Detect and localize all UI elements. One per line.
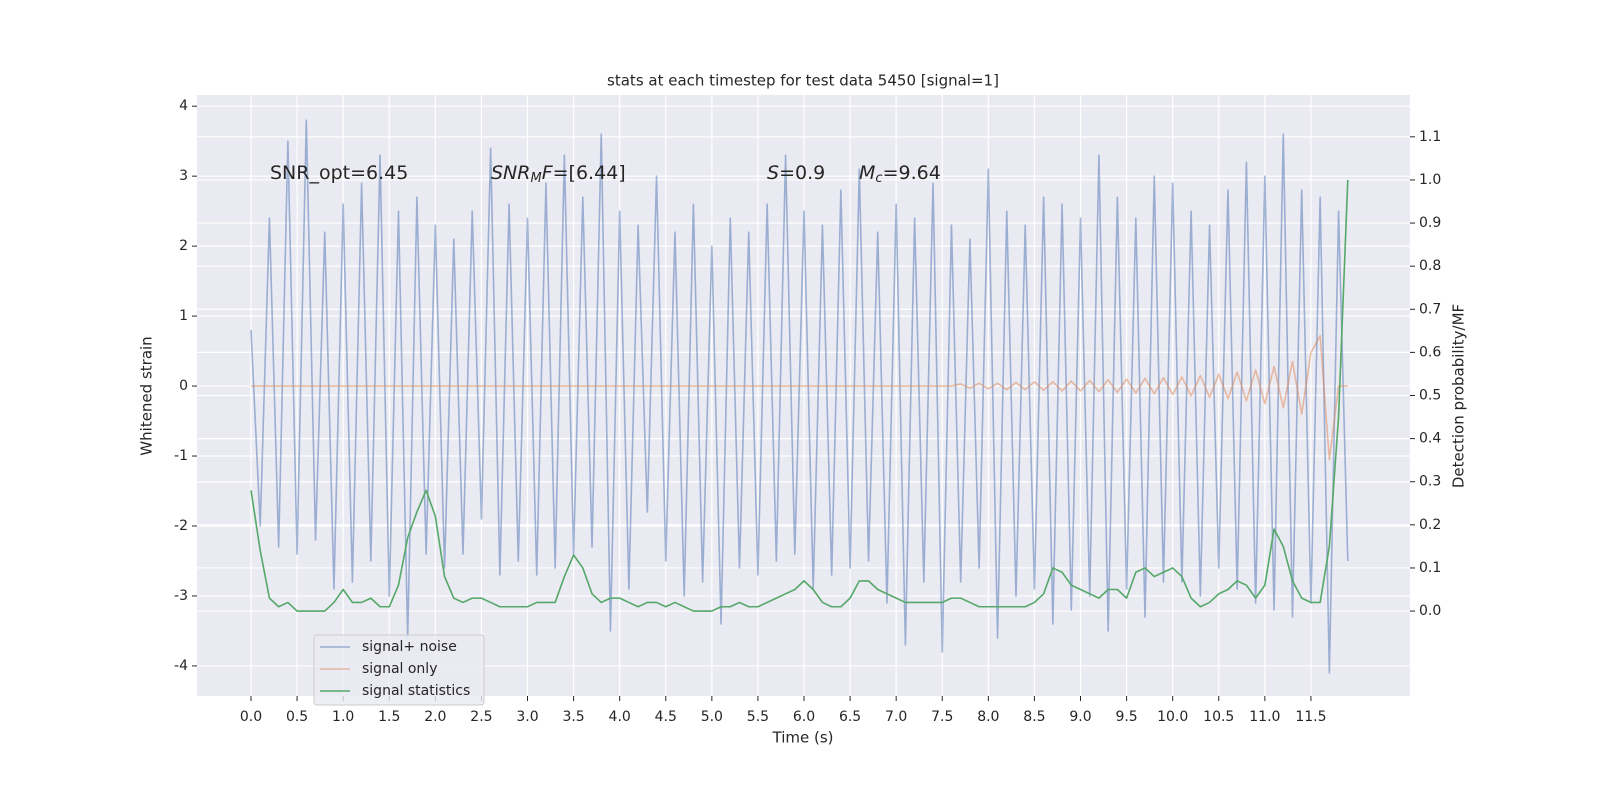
x-tick-label: 2.0 [424, 709, 446, 725]
y-tick-label: -2 [174, 518, 188, 534]
annotation: SNRMF=[6.44] [491, 162, 626, 186]
y2-tick-label: 1.1 [1419, 129, 1441, 145]
x-tick-label: 7.0 [885, 709, 907, 725]
annotation-part: S [767, 162, 779, 184]
x-tick-label: 3.0 [516, 709, 538, 725]
chart-title: stats at each timestep for test data 545… [607, 72, 999, 90]
y-tick-label: 1 [179, 308, 188, 324]
annotation: Mc=9.64 [859, 162, 941, 186]
annotation-part: =9.64 [883, 162, 941, 184]
x-tick-label: 8.0 [977, 709, 999, 725]
x-tick-label: 9.0 [1069, 709, 1091, 725]
annotation-part: SNR [491, 162, 530, 184]
x-tick-label: 1.5 [378, 709, 400, 725]
y-tick-label: 0 [179, 378, 188, 394]
y2-tick-label: 0.3 [1419, 474, 1441, 490]
x-tick-label: 10.0 [1157, 709, 1188, 725]
y2-tick-label: 0.0 [1419, 603, 1441, 619]
series-line [250, 119, 1349, 674]
annotation-part: c [875, 171, 882, 186]
y2-tick-label: 0.2 [1419, 517, 1441, 533]
annotation-part: M [530, 171, 541, 186]
x-tick-label: 11.0 [1249, 709, 1280, 725]
x-tick-label: 8.5 [1023, 709, 1045, 725]
annotation: S=0.9 [767, 162, 825, 184]
y-axis-label: Whitened strain [138, 336, 156, 455]
x-tick-label: 5.5 [747, 709, 769, 725]
legend-label: signal+ noise [362, 639, 457, 655]
y2-axis-label: Detection probability/MF [1450, 304, 1468, 488]
y2-tick-label: 0.1 [1419, 560, 1441, 576]
series-line [251, 334, 1348, 461]
x-tick-label: 2.5 [470, 709, 492, 725]
x-tick-label: 4.0 [609, 709, 631, 725]
x-tick-label: 7.5 [931, 709, 953, 725]
annotation-part: M [859, 162, 875, 184]
y-tick-label: -4 [174, 658, 188, 674]
annotation-part: =0.9 [779, 162, 825, 184]
x-tick-label: 0.0 [240, 709, 262, 725]
annotation-part: SNR_opt=6.45 [270, 162, 408, 184]
x-tick-label: 10.5 [1203, 709, 1234, 725]
y2-tick-label: 0.9 [1419, 215, 1441, 231]
y-tick-label: -3 [174, 588, 188, 604]
y2-tick-label: 0.5 [1419, 388, 1441, 404]
annotation: SNR_opt=6.45 [270, 162, 408, 184]
x-tick-label: 9.5 [1115, 709, 1137, 725]
y2-tick-label: 0.8 [1419, 258, 1441, 274]
x-tick-label: 6.5 [839, 709, 861, 725]
legend-label: signal only [362, 661, 437, 677]
annotation-part: =[6.44] [553, 162, 626, 184]
y2-tick-label: 1.0 [1419, 172, 1441, 188]
y2-tick-label: 0.4 [1419, 431, 1441, 447]
y2-tick-label: 0.6 [1419, 344, 1441, 360]
y-tick-label: -1 [174, 448, 188, 464]
y-tick-label: 3 [179, 168, 188, 184]
x-tick-label: 0.5 [286, 709, 308, 725]
x-tick-label: 11.5 [1295, 709, 1326, 725]
x-tick-label: 6.0 [793, 709, 815, 725]
x-tick-label: 1.0 [332, 709, 354, 725]
x-axis-label: Time (s) [772, 729, 834, 747]
series-line [250, 179, 1349, 612]
legend-box [313, 634, 485, 706]
y-tick-label: 4 [179, 98, 188, 114]
x-tick-label: 3.5 [562, 709, 584, 725]
y-tick-label: 2 [179, 238, 188, 254]
legend-label: signal statistics [362, 683, 470, 699]
annotation-part: F [542, 162, 554, 184]
x-tick-label: 5.0 [701, 709, 723, 725]
y2-tick-label: 0.7 [1419, 301, 1441, 317]
x-tick-label: 4.5 [655, 709, 677, 725]
